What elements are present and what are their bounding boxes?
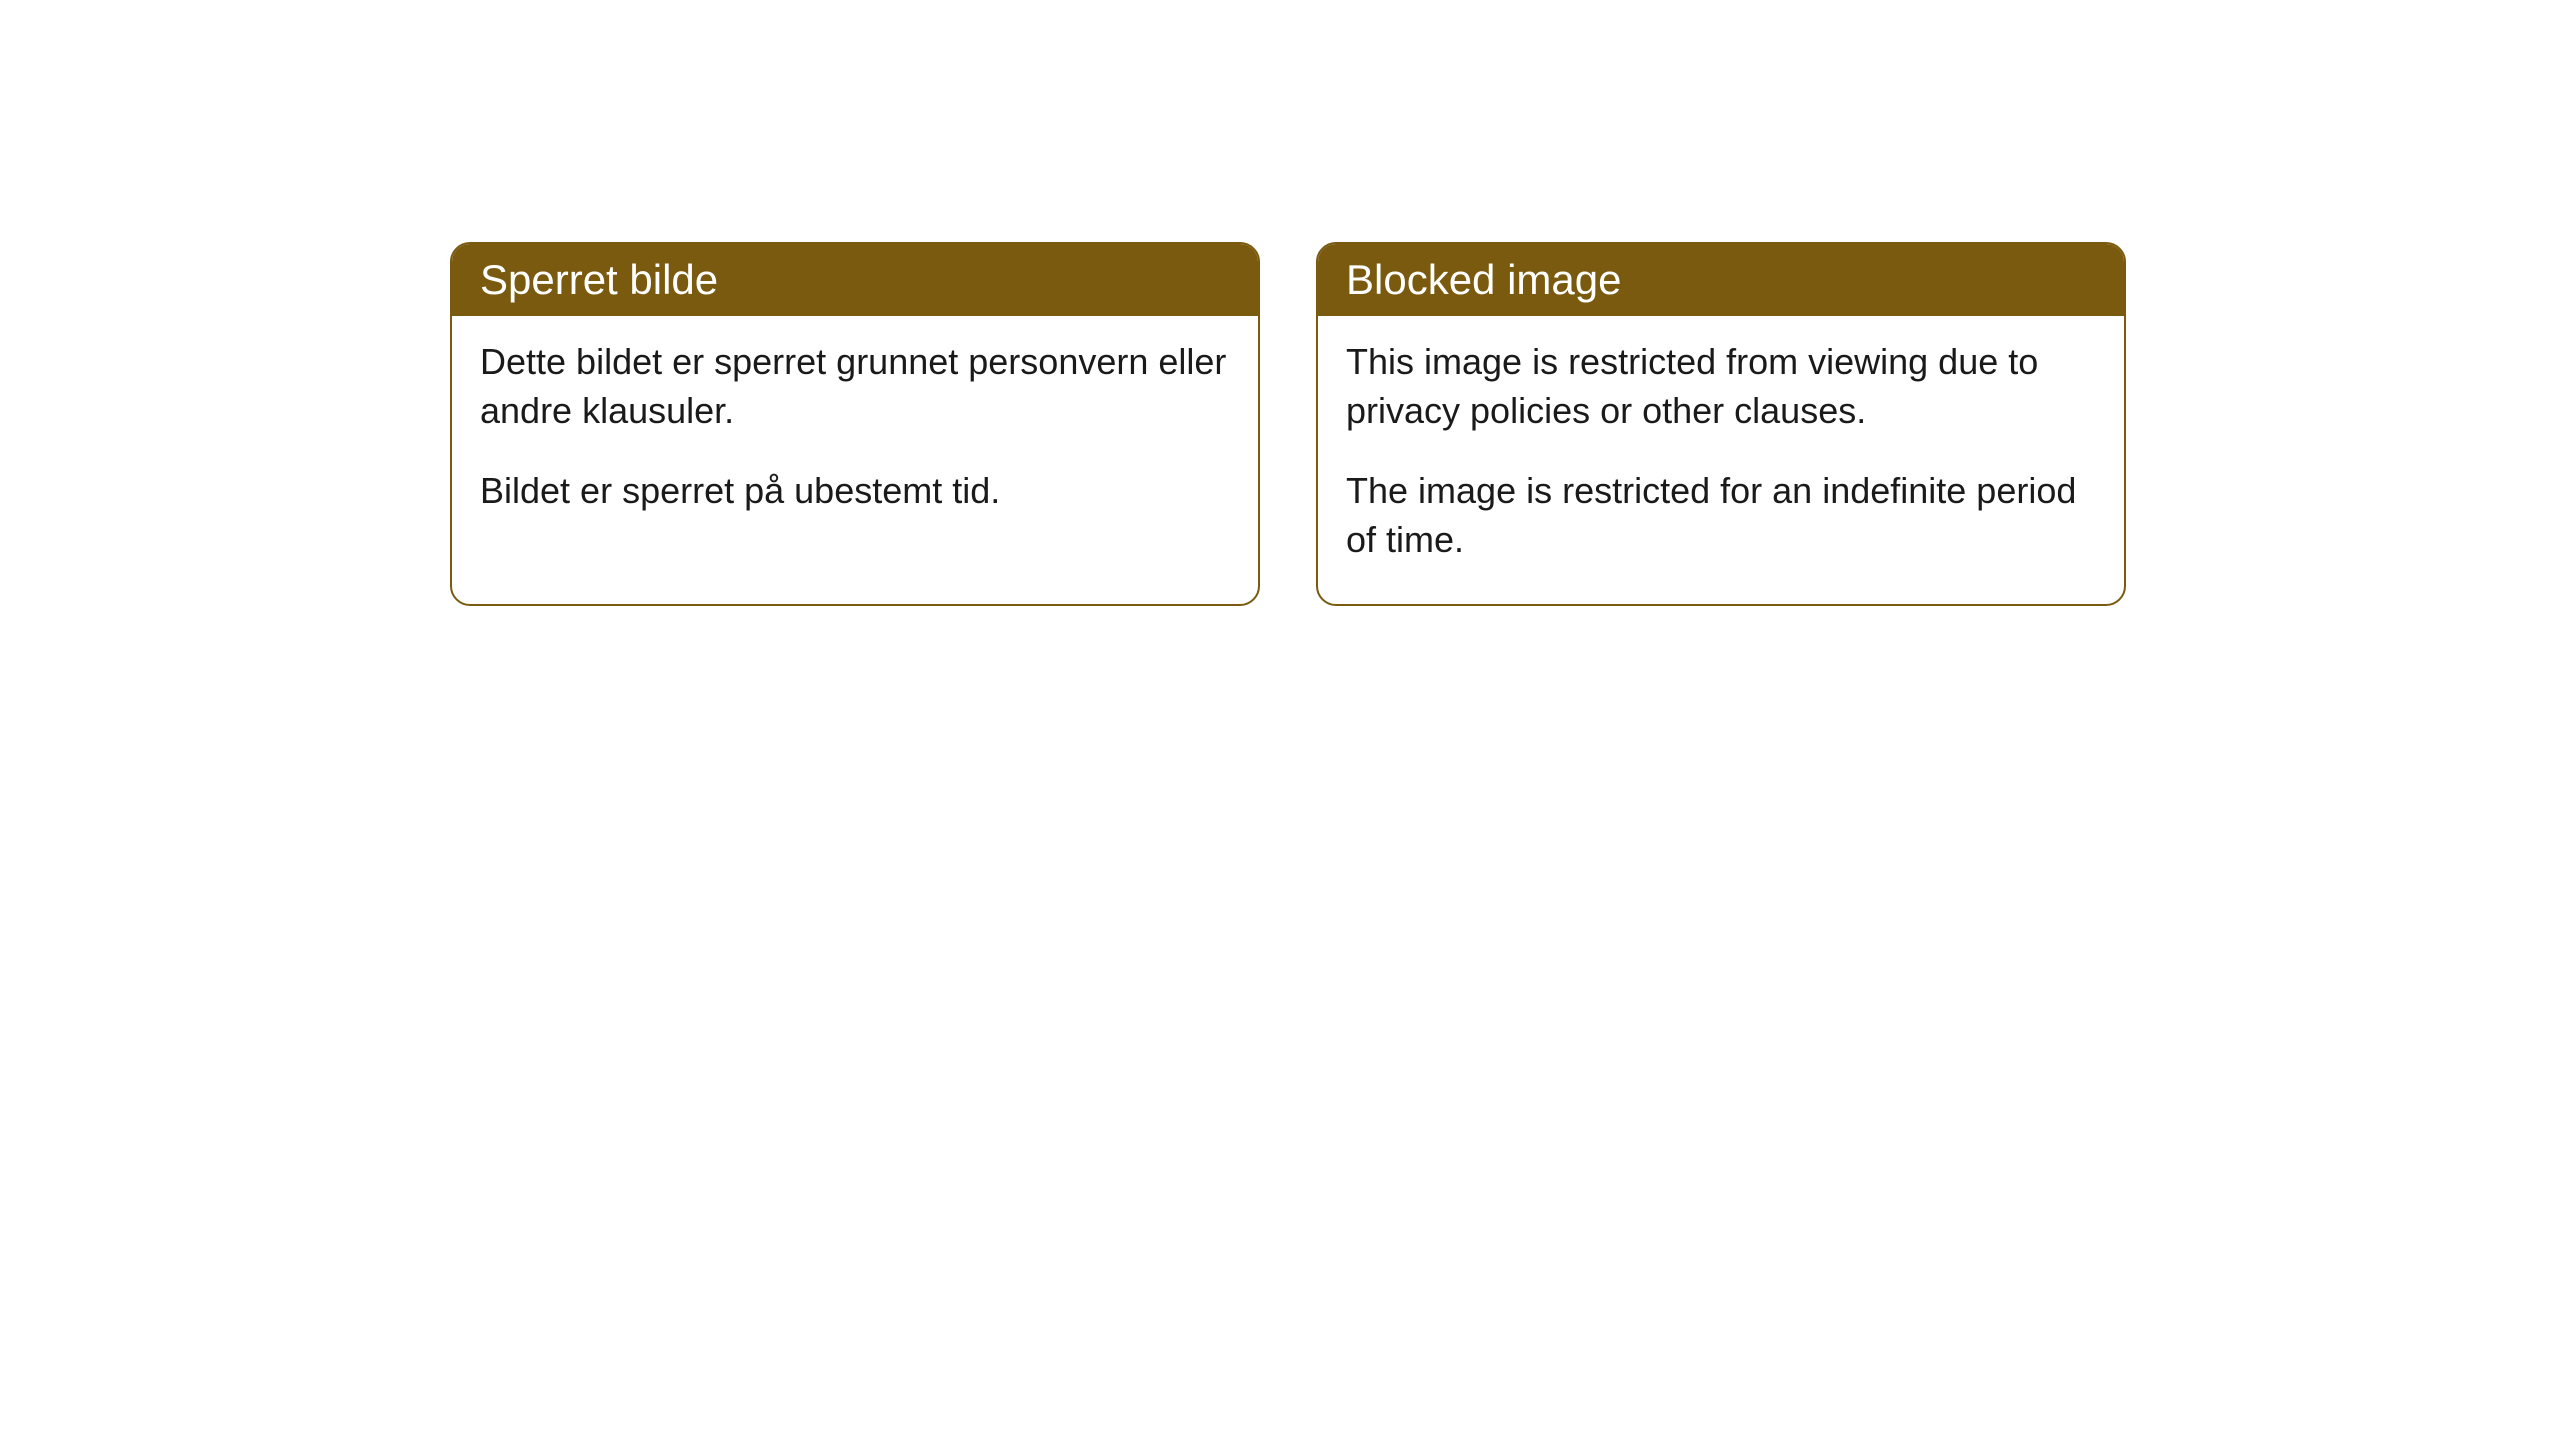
card-paragraph: Dette bildet er sperret grunnet personve…	[480, 338, 1230, 435]
card-header: Blocked image	[1318, 244, 2124, 316]
notice-card-norwegian: Sperret bilde Dette bildet er sperret gr…	[450, 242, 1260, 606]
card-paragraph: The image is restricted for an indefinit…	[1346, 467, 2096, 564]
notice-card-english: Blocked image This image is restricted f…	[1316, 242, 2126, 606]
card-paragraph: This image is restricted from viewing du…	[1346, 338, 2096, 435]
card-title: Sperret bilde	[480, 256, 718, 303]
card-title: Blocked image	[1346, 256, 1621, 303]
notice-cards-container: Sperret bilde Dette bildet er sperret gr…	[450, 242, 2126, 606]
card-paragraph: Bildet er sperret på ubestemt tid.	[480, 467, 1230, 516]
card-body: This image is restricted from viewing du…	[1318, 316, 2124, 604]
card-header: Sperret bilde	[452, 244, 1258, 316]
card-body: Dette bildet er sperret grunnet personve…	[452, 316, 1258, 556]
